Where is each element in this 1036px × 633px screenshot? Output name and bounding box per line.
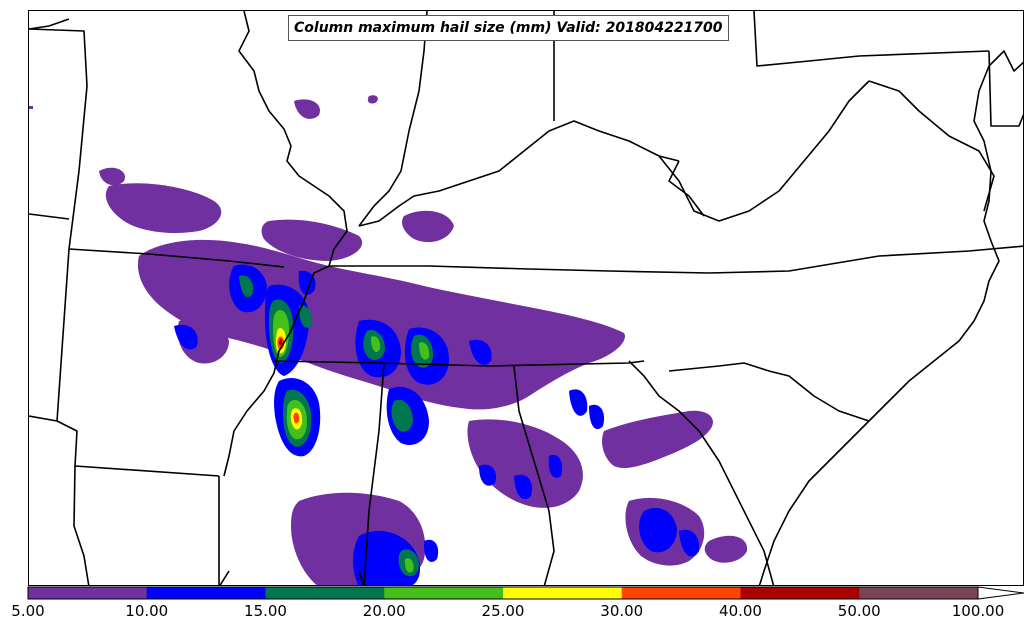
colorbar-segments bbox=[28, 587, 979, 599]
boundary-ks-mo bbox=[29, 213, 70, 220]
coastline-ms bbox=[219, 570, 365, 585]
hail-swath-small-w bbox=[29, 106, 33, 109]
colorbar-segment bbox=[503, 587, 623, 599]
map-canvas bbox=[29, 11, 1023, 585]
hail-swath-north2 bbox=[367, 95, 378, 104]
map-panel bbox=[28, 10, 1024, 586]
boundary-ky-tn bbox=[329, 265, 710, 274]
colorbar-tick-label: 15.00 bbox=[244, 602, 287, 620]
colorbar-segment bbox=[740, 587, 860, 599]
boundary-ms-al bbox=[363, 362, 385, 585]
colorbar-tick-label: 20.00 bbox=[362, 602, 406, 620]
boundary-il-in bbox=[358, 11, 428, 227]
boundary-al-ga bbox=[513, 365, 555, 585]
colorbar-segment bbox=[621, 587, 741, 599]
boundary-ok-ar bbox=[56, 248, 70, 422]
hail-swath-al bbox=[467, 419, 583, 508]
colorbar-segment bbox=[265, 587, 385, 599]
boundary-tx bbox=[29, 415, 90, 585]
colorbar-segment bbox=[28, 587, 148, 599]
hail-swath-north bbox=[294, 99, 320, 119]
boundary-wv bbox=[658, 80, 870, 222]
coastline bbox=[758, 50, 1023, 585]
mississippi-river bbox=[223, 11, 348, 477]
hail-swath-w2 bbox=[261, 219, 363, 261]
boundary-pa-md bbox=[753, 11, 990, 67]
hail-swath-ky bbox=[402, 210, 454, 243]
hail-swath-sc bbox=[704, 535, 748, 563]
boundary-va-nc bbox=[708, 245, 1023, 274]
colorbar-tick-label: 25.00 bbox=[481, 602, 525, 620]
colorbar-segment bbox=[384, 587, 504, 599]
boundary-ga-sc bbox=[628, 360, 775, 585]
state-boundaries bbox=[29, 11, 1023, 585]
boundary-tn-south bbox=[273, 360, 645, 367]
hail-swath-ga bbox=[602, 410, 713, 469]
boundary-nc-sc bbox=[668, 362, 870, 422]
boundary-wv-ky bbox=[668, 160, 705, 217]
boundary-ia-mo bbox=[29, 18, 70, 30]
colorbar-tick-label: 100.00 bbox=[951, 602, 1005, 620]
colorbar-tick-label: 10.00 bbox=[125, 602, 169, 620]
colorbar-tick-label: 30.00 bbox=[600, 602, 644, 620]
map-title: Column maximum hail size (mm) Valid: 201… bbox=[288, 15, 729, 41]
hail-swath-w1 bbox=[105, 183, 222, 233]
boundary-ar-north bbox=[68, 248, 285, 268]
colorbar-tick-label: 50.00 bbox=[837, 602, 881, 620]
boundary-ar-la bbox=[56, 420, 220, 477]
colorbar-tick-label: 40.00 bbox=[719, 602, 762, 620]
boundary-mo-west bbox=[29, 28, 88, 250]
colorbar-segment bbox=[859, 587, 979, 599]
colorbar-tick-label: 5.00 bbox=[11, 602, 45, 620]
boundary-md-va bbox=[868, 80, 995, 212]
colorbar-arrow-icon bbox=[977, 586, 1025, 600]
colorbar-frame bbox=[27, 586, 979, 600]
hail-swath-nw bbox=[99, 167, 125, 186]
ohio-river bbox=[358, 120, 680, 227]
boundary-de bbox=[988, 50, 1023, 127]
colorbar-segment bbox=[146, 587, 266, 599]
